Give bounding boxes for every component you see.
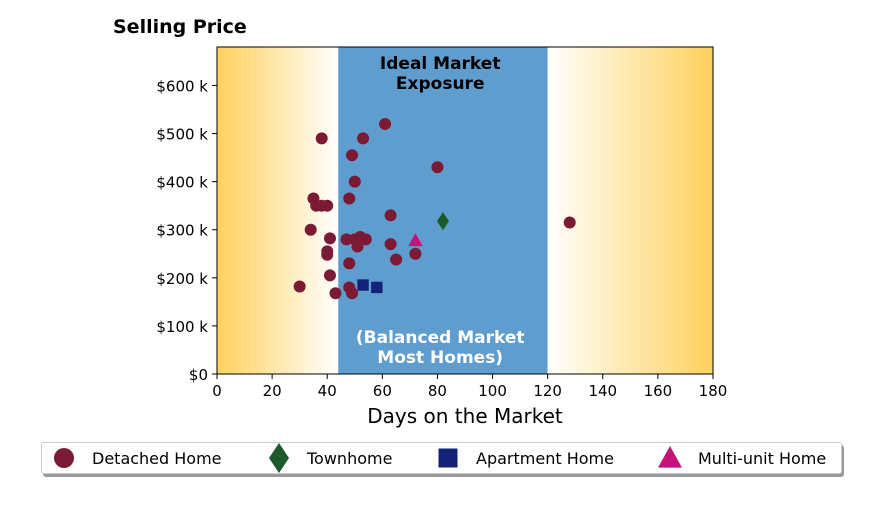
data-point [321,245,334,258]
x-axis-title: Days on the Market [367,404,563,428]
axes: 0 20 40 60 80 100 120 140 160 180 $0 $100 k $200 k $3… [156,77,727,400]
legend-item-detached-home: Detached Home [52,443,222,473]
data-point [357,132,370,145]
legend-label: Apartment Home [476,448,614,468]
data-point [384,209,397,222]
legend-item-apartment-home: Apartment Home [436,443,614,473]
data-point [357,279,369,291]
legend-label: Detached Home [92,448,222,468]
legend-label: Townhome [307,448,393,468]
x-tick-label: 80 [428,382,447,400]
x-tick-label: 180 [699,382,728,400]
data-point [371,281,383,294]
legend-item-townhome: Townhome [267,443,392,473]
data-point [323,232,336,245]
x-tick-label: 100 [478,382,507,400]
x-tick-label: 20 [263,382,282,400]
series-detached-home [293,117,576,300]
data-point [436,212,449,231]
data-point [321,199,334,212]
annotation-ideal-exposure: Ideal Market Exposure [380,54,501,94]
y-axis-title: Selling Price [113,16,247,38]
data-point [293,280,306,293]
annotations: Ideal Market Exposure (Balanced Market Most… [356,54,525,368]
scatter-chart: Ideal Market Exposure (Balanced Market Most… [156,46,727,428]
data-point [315,132,328,145]
legend-item-multi-unit-home: Multi-unit Home [658,443,826,473]
data-point [563,216,576,229]
y-tick-label: $0 [189,366,208,384]
x-tick-label: 60 [373,382,392,400]
data-point [431,161,444,174]
series-apartment-home [357,279,383,294]
legend-marker-circle [54,448,74,468]
data-point [390,253,403,266]
x-tick-label: 140 [588,382,617,400]
legend-marker-shape [54,448,74,468]
y-tick-label: $200 k [156,270,208,288]
data-point [343,192,356,205]
data-point [304,223,317,236]
x-tick-label: 40 [318,382,337,400]
data-point [409,247,422,260]
x-tick-label: 160 [644,382,673,400]
data-points [293,117,576,300]
region-band [547,47,713,374]
y-tick-label: $300 k [156,222,208,240]
legend-marker-shape [658,446,682,468]
plot-frame [216,46,714,375]
x-tick-label: 0 [212,382,222,400]
data-point [384,238,397,251]
legend-label: Multi-unit Home [698,448,827,468]
market-regions [217,47,713,374]
data-point [346,149,359,162]
data-point [340,233,353,246]
data-point [379,117,392,130]
data-point [329,287,342,300]
legend-marker-square [438,448,458,468]
legend: Detached Home Townhome Apartment Home Multi… [41,442,842,474]
data-point [351,240,364,253]
region-band [338,47,548,374]
data-point [343,257,356,270]
data-point [346,287,359,300]
legend-marker-shape [438,448,458,468]
y-tick-label: $500 k [156,126,208,144]
data-point [323,269,336,282]
y-tick-label: $100 k [156,318,208,336]
data-point [359,233,372,246]
legend-marker-triangle [658,446,682,468]
series-multi-unit-home [408,233,423,247]
legend-marker-diamond [269,443,289,473]
data-point [348,175,361,188]
series-townhome [436,212,449,231]
data-point [408,233,423,247]
y-tick-label: $400 k [156,174,208,192]
y-tick-label: $600 k [156,77,208,95]
x-tick-label: 120 [533,382,562,400]
annotation-balanced-market: (Balanced Market Most Homes) [356,328,525,368]
legend-marker-shape [269,443,289,473]
